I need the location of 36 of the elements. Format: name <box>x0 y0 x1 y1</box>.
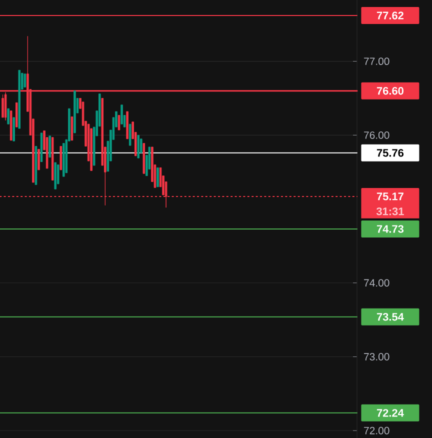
candlestick <box>15 102 18 128</box>
candlestick <box>74 90 76 134</box>
candlestick <box>70 116 74 141</box>
candlestick <box>54 162 56 190</box>
text: 31:31 <box>376 207 404 216</box>
candlestick <box>62 143 65 177</box>
candlestick <box>137 134 140 158</box>
candlestick <box>38 148 40 170</box>
candlestick <box>24 74 26 88</box>
candlestick <box>128 124 132 146</box>
candlestick <box>2 94 4 118</box>
candlestick <box>120 104 123 124</box>
y-tick-label: 72.00 <box>364 426 390 434</box>
candlestick <box>90 128 92 171</box>
candlestick <box>18 70 21 129</box>
candlestick <box>60 146 62 170</box>
ref-line-label: 73.54 <box>376 312 404 321</box>
candlestick <box>51 137 54 180</box>
ref-line-label: 75.17 <box>376 192 404 200</box>
candlestick <box>10 110 12 141</box>
y-tick-label: 73.00 <box>364 353 390 360</box>
ref-line-label: 75.76 <box>376 149 404 157</box>
ref-line-label: 77.62 <box>376 12 404 20</box>
y-tick-label: 77.00 <box>364 58 390 66</box>
candlestick <box>142 143 146 174</box>
ref-line-label: 74.73 <box>376 225 404 233</box>
y-tick-label: 74.00 <box>364 279 390 287</box>
candlestick <box>12 117 15 142</box>
candlestick <box>7 108 10 124</box>
candlestick <box>118 114 120 130</box>
ref-line-label: 72.24 <box>376 409 404 417</box>
candlestick <box>126 111 128 140</box>
ref-line-label: 76.60 <box>376 86 404 95</box>
candlestick <box>48 136 51 158</box>
candlestick <box>156 167 159 188</box>
y-tick-label: 76.00 <box>364 131 390 139</box>
